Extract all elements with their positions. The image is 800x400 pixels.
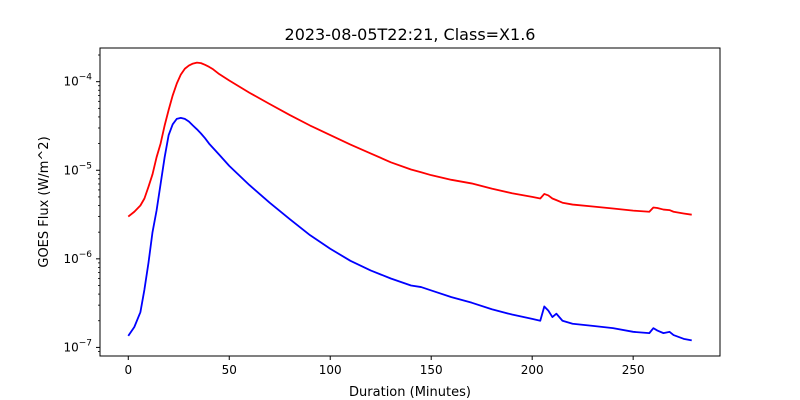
x-tick-label: 150 <box>420 363 443 377</box>
y-axis-ticks: 10−7 10−6 10−5 10−4 <box>63 54 100 354</box>
axes-frame <box>99 47 721 357</box>
series-line-0 <box>127 61 692 218</box>
chart-title: 2023-08-05T22:21, Class=X1.6 <box>285 25 536 44</box>
y-tick-label: 10−5 <box>63 161 92 177</box>
x-tick-label: 200 <box>521 363 544 377</box>
y-tick-label: 10−6 <box>63 250 92 266</box>
x-tick-label: 0 <box>124 363 132 377</box>
x-tick-label: 50 <box>222 363 237 377</box>
x-axis-label: Duration (Minutes) <box>349 385 471 400</box>
series-line-1 <box>127 117 692 342</box>
y-tick-label: 10−7 <box>63 338 92 354</box>
x-tick-label: 250 <box>622 363 645 377</box>
y-axis-label: GOES Flux (W/m^2) <box>37 136 52 267</box>
x-tick-label: 100 <box>319 363 342 377</box>
x-axis-ticks: 0 50 100 150 200 250 <box>124 356 645 377</box>
y-tick-label: 10−4 <box>63 73 92 89</box>
plot-area <box>127 61 692 342</box>
